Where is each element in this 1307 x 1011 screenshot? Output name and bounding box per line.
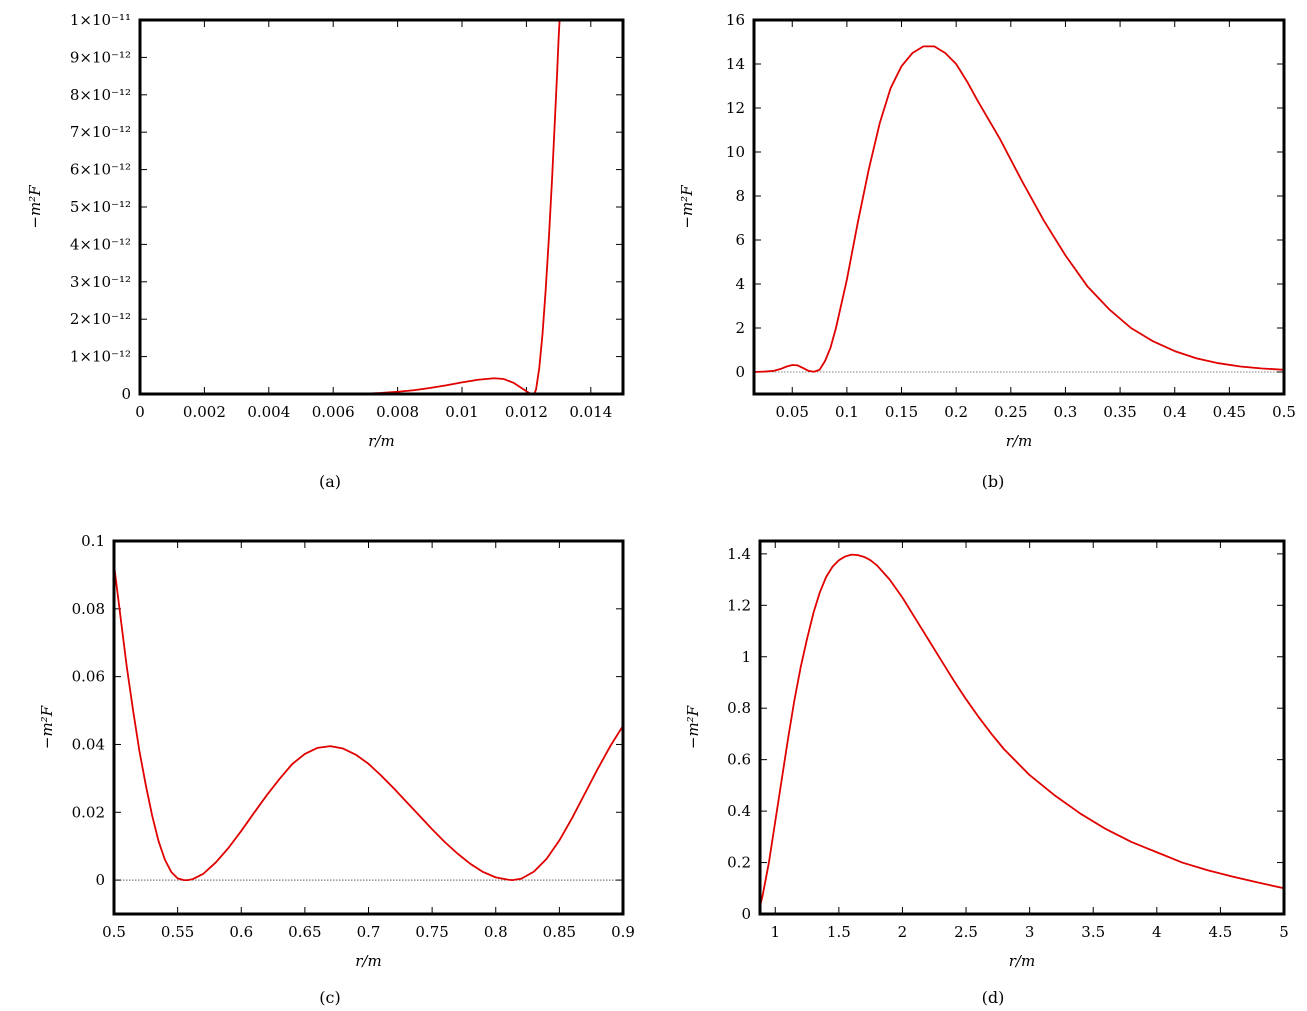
series-line [754, 45, 1284, 373]
chart-3: 0.5 0.55 0.6 0.65 0.7 0.75 0.8 0.85 0.9 0 0.02 0.04… [38, 532, 635, 1007]
y-tick-label: 12 [726, 99, 745, 117]
series-line [114, 564, 623, 881]
x-tick-label: 0.006 [312, 403, 355, 421]
x-tick-label: 0.004 [247, 403, 290, 421]
x-tick-label: 2.5 [954, 923, 978, 941]
y-tick-label: 8 [735, 187, 745, 205]
series-line [140, 20, 561, 394]
y-tick-label: 0.02 [72, 803, 105, 821]
x-tick-label: 0.35 [1103, 403, 1136, 421]
x-tick-label: 0.2 [944, 403, 968, 421]
x-tick-label: 0.55 [161, 923, 194, 941]
y-tick-label: 2×10⁻¹² [70, 310, 131, 328]
plot-frame [752, 18, 1286, 396]
y-tick-label: 0.06 [72, 668, 105, 686]
y-tick-label: 0.4 [727, 802, 751, 820]
chart-1: 0 0.002 0.004 0.006 0.008 0.01 0.012 0.014 0 1×10… [26, 11, 625, 491]
x-tick-label: 3 [1025, 923, 1035, 941]
subfigure-caption: (a) [319, 472, 341, 491]
chart-2: 0.05 0.1 0.15 0.2 0.25 0.3 0.35 0.4 0.45 0.5 0 2 4 6 8… [678, 11, 1296, 491]
x-tick-label: 0.012 [505, 403, 548, 421]
plot-frame [138, 18, 625, 396]
y-tick-label: 0 [741, 905, 751, 923]
x-axis-label: r/m [355, 952, 381, 970]
y-tick-label: 2 [735, 319, 745, 337]
y-tick-label: 1 [741, 648, 751, 666]
y-tick-label: 4 [735, 275, 745, 293]
x-tick-label: 0.45 [1213, 403, 1246, 421]
x-tick-label: 0.6 [229, 923, 253, 941]
y-tick-label: 0.1 [81, 532, 105, 550]
y-tick-label: 10 [726, 143, 745, 161]
x-tick-label: 0.85 [543, 923, 576, 941]
y-tick-label: 5×10⁻¹² [70, 198, 131, 216]
y-tick-label: 0.08 [72, 600, 105, 618]
x-tick-label: 1.5 [827, 923, 851, 941]
x-tick-label: 0.3 [1054, 403, 1078, 421]
x-tick-label: 0.1 [835, 403, 859, 421]
x-tick-label: 0.008 [376, 403, 419, 421]
y-tick-label: 0.6 [727, 751, 751, 769]
y-tick-label: 1.4 [727, 545, 751, 563]
y-tick-label: 16 [726, 11, 745, 29]
y-tick-label: 8×10⁻¹² [70, 86, 131, 104]
x-tick-label: 2 [898, 923, 908, 941]
y-tick-label: 14 [726, 55, 745, 73]
x-tick-label: 0.9 [611, 923, 635, 941]
x-tick-label: 1 [770, 923, 780, 941]
y-tick-label: 0 [735, 363, 745, 381]
series-line [760, 553, 1284, 907]
x-tick-label: 0.5 [1272, 403, 1296, 421]
y-tick-label: 7×10⁻¹² [70, 123, 131, 141]
x-tick-label: 4.5 [1208, 923, 1232, 941]
y-tick-label: 1.2 [727, 596, 751, 614]
x-tick-label: 0.002 [183, 403, 226, 421]
x-tick-label: 5 [1279, 923, 1289, 941]
y-axis-label: −m²F [684, 705, 702, 749]
y-tick-label: 6×10⁻¹² [70, 161, 131, 179]
y-tick-label: 9×10⁻¹² [70, 48, 131, 66]
y-tick-label: 4×10⁻¹² [70, 235, 131, 253]
x-tick-label: 0.15 [885, 403, 918, 421]
x-axis-label: r/m [368, 432, 394, 450]
y-tick-label: 0.8 [727, 699, 751, 717]
x-tick-label: 0.4 [1163, 403, 1187, 421]
x-tick-label: 0.01 [445, 403, 478, 421]
x-tick-label: 0.5 [102, 923, 126, 941]
x-tick-label: 4 [1152, 923, 1162, 941]
y-tick-label: 0 [121, 385, 131, 403]
x-tick-label: 0.7 [357, 923, 381, 941]
y-axis-label: −m²F [678, 185, 696, 229]
x-tick-label: 0.05 [776, 403, 809, 421]
x-tick-label: 0.014 [569, 403, 612, 421]
y-tick-label: 3×10⁻¹² [70, 273, 131, 291]
subfigure-caption: (c) [319, 988, 340, 1007]
x-axis-label: r/m [1009, 952, 1035, 970]
x-axis-label: r/m [1006, 432, 1032, 450]
x-tick-label: 0.65 [288, 923, 321, 941]
y-tick-label: 6 [735, 231, 745, 249]
x-tick-label: 0.25 [994, 403, 1027, 421]
y-tick-label: 0.2 [727, 854, 751, 872]
y-tick-label: 0.04 [72, 735, 105, 753]
plot-frame [112, 539, 625, 916]
y-axis-label: −m²F [26, 185, 44, 229]
x-tick-label: 3.5 [1081, 923, 1105, 941]
y-axis-label: −m²F [38, 705, 56, 749]
chart-4: 1 1.5 2 2.5 3 3.5 4 4.5 5 0 0.2 0.4 0.6 0.8 1 1.2 1.4 r/m… [684, 539, 1289, 1007]
x-tick-label: 0.75 [415, 923, 448, 941]
y-tick-label: 1×10⁻¹² [70, 348, 131, 366]
y-tick-label: 1×10⁻¹¹ [70, 11, 131, 29]
y-tick-label: 0 [95, 871, 105, 889]
subfigure-caption: (b) [982, 472, 1005, 491]
plot-frame [758, 539, 1286, 916]
x-tick-label: 0.8 [484, 923, 508, 941]
subfigure-caption: (d) [982, 988, 1005, 1007]
x-tick-label: 0 [135, 403, 145, 421]
